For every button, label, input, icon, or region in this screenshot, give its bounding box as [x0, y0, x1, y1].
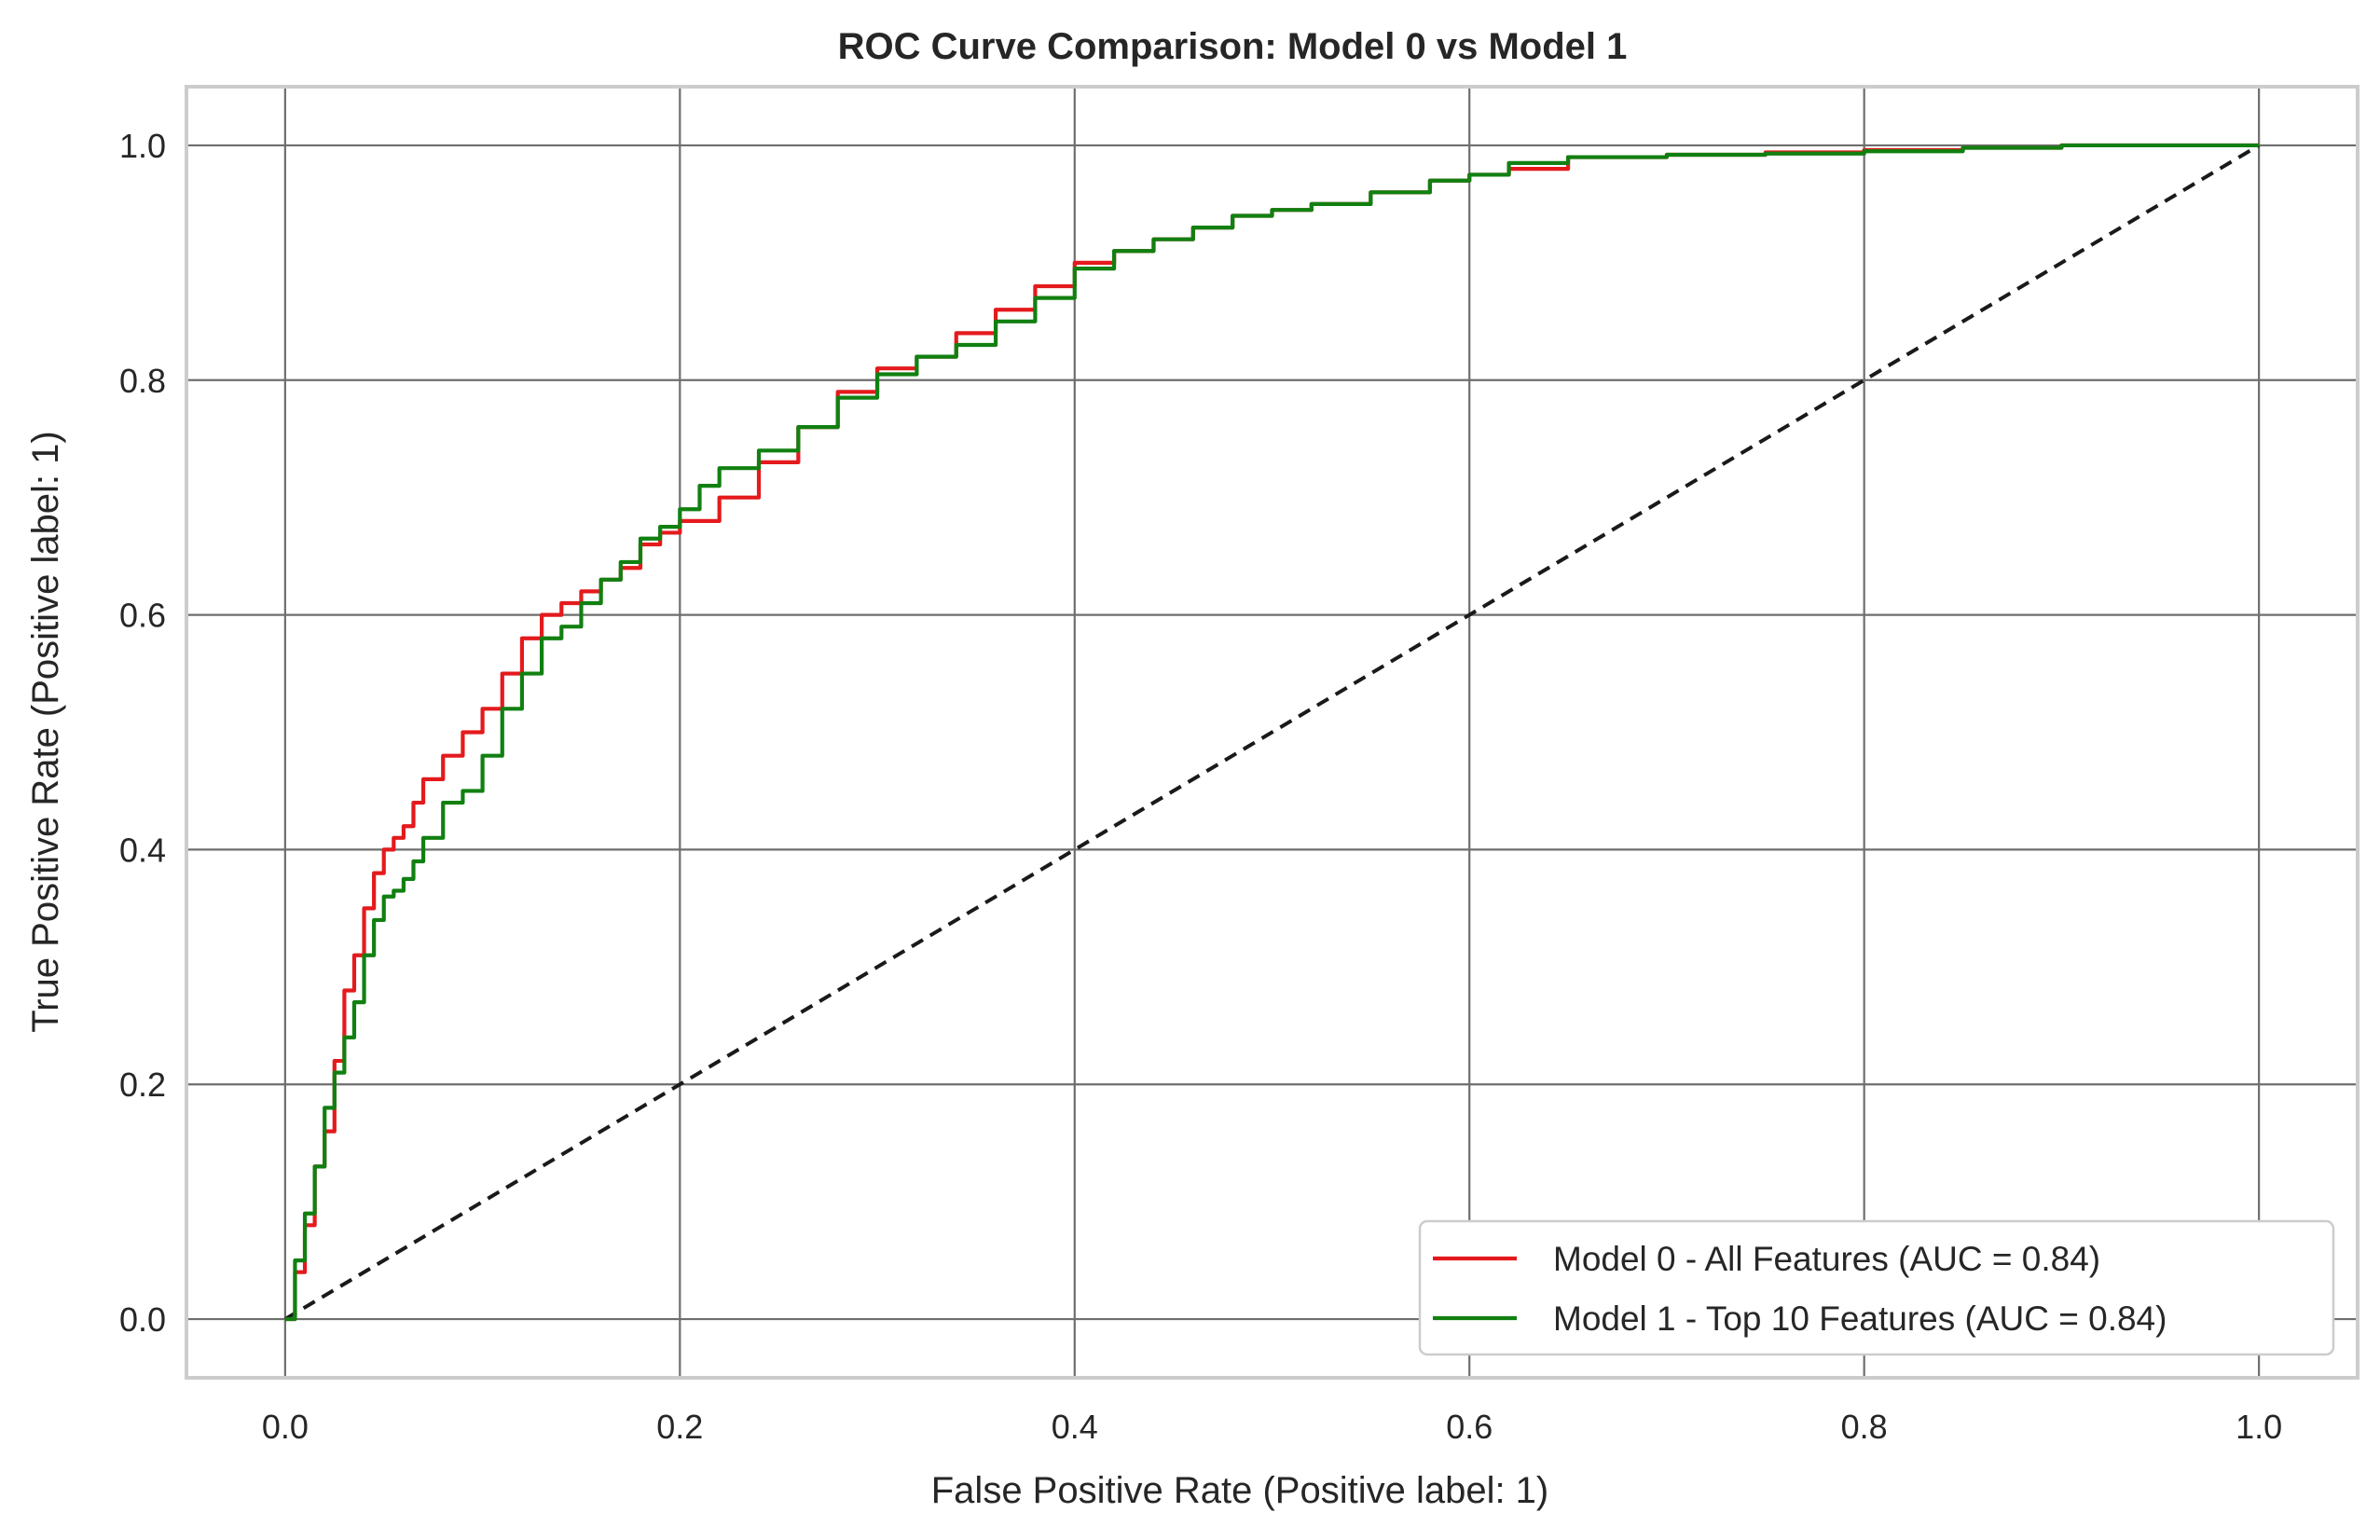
- legend-box: [1418, 1219, 2335, 1356]
- y-tick-label: 0.6: [119, 597, 166, 635]
- x-tick-label: 0.0: [262, 1408, 309, 1446]
- y-axis-label: True Positive Rate (Positive label: 1): [25, 431, 66, 1032]
- x-axis-label: False Positive Rate (Positive label: 1): [931, 1470, 1549, 1511]
- roc-curve-model-1: [284, 143, 2260, 1322]
- legend-label: Model 0 - All Features (AUC = 0.84): [1553, 1240, 2100, 1278]
- x-tick-label: 0.4: [1052, 1408, 1098, 1446]
- y-tick-label: 0.8: [119, 362, 166, 400]
- x-tick-label: 0.8: [1841, 1408, 1888, 1446]
- y-tick-label: 0.0: [119, 1300, 166, 1339]
- x-tick-label: 0.6: [1446, 1408, 1493, 1446]
- x-tick-labels: 0.0 0.2 0.4 0.6 0.8 1.0: [262, 1408, 2282, 1446]
- y-tick-label: 0.4: [119, 831, 166, 869]
- plot-frame: [185, 85, 2359, 1380]
- legend: Model 0 - All Features (AUC = 0.84) Model…: [1418, 1219, 2335, 1356]
- y-tick-labels: 0.0 0.2 0.4 0.6 0.8 1.0: [119, 127, 166, 1339]
- plot-series: [283, 143, 2261, 1322]
- legend-items: Model 0 - All Features (AUC = 0.84) Model…: [1433, 1240, 2167, 1338]
- x-tick-label: 1.0: [2236, 1408, 2282, 1446]
- x-tick-label: 0.2: [656, 1408, 703, 1446]
- y-tick-label: 1.0: [119, 127, 166, 165]
- chance-diagonal-line: [283, 144, 2261, 1321]
- y-tick-label: 0.2: [119, 1066, 166, 1104]
- legend-label: Model 1 - Top 10 Features (AUC = 0.84): [1553, 1299, 2167, 1338]
- chart-title: ROC Curve Comparison: Model 0 vs Model 1: [838, 26, 1628, 67]
